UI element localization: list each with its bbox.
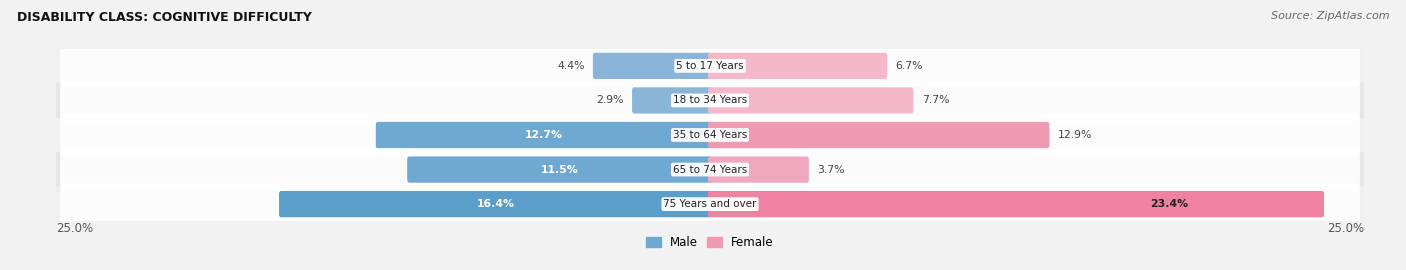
Bar <box>56 83 1364 118</box>
Text: 5 to 17 Years: 5 to 17 Years <box>676 61 744 71</box>
Text: 25.0%: 25.0% <box>56 222 93 235</box>
Text: 7.7%: 7.7% <box>922 95 949 106</box>
FancyBboxPatch shape <box>375 122 711 148</box>
FancyBboxPatch shape <box>709 122 1049 148</box>
FancyBboxPatch shape <box>408 156 711 183</box>
FancyBboxPatch shape <box>709 191 1324 217</box>
Text: 23.4%: 23.4% <box>1150 199 1188 209</box>
FancyBboxPatch shape <box>593 53 711 79</box>
Bar <box>56 187 1364 221</box>
Bar <box>56 152 1364 187</box>
FancyBboxPatch shape <box>60 149 1360 190</box>
Text: 25.0%: 25.0% <box>1327 222 1364 235</box>
FancyBboxPatch shape <box>709 87 914 114</box>
Text: 75 Years and over: 75 Years and over <box>664 199 756 209</box>
Text: 3.7%: 3.7% <box>817 164 845 175</box>
Text: 18 to 34 Years: 18 to 34 Years <box>673 95 747 106</box>
FancyBboxPatch shape <box>278 191 711 217</box>
FancyBboxPatch shape <box>60 80 1360 121</box>
FancyBboxPatch shape <box>60 114 1360 156</box>
Text: 12.7%: 12.7% <box>524 130 562 140</box>
Text: 4.4%: 4.4% <box>557 61 585 71</box>
Text: Source: ZipAtlas.com: Source: ZipAtlas.com <box>1271 11 1389 21</box>
Bar <box>56 118 1364 152</box>
FancyBboxPatch shape <box>709 53 887 79</box>
Text: 35 to 64 Years: 35 to 64 Years <box>673 130 747 140</box>
Text: 6.7%: 6.7% <box>896 61 924 71</box>
Text: 65 to 74 Years: 65 to 74 Years <box>673 164 747 175</box>
Text: 11.5%: 11.5% <box>541 164 578 175</box>
Legend: Male, Female: Male, Female <box>641 231 779 254</box>
FancyBboxPatch shape <box>633 87 711 114</box>
Bar <box>56 49 1364 83</box>
Text: 12.9%: 12.9% <box>1057 130 1092 140</box>
FancyBboxPatch shape <box>60 45 1360 87</box>
FancyBboxPatch shape <box>60 183 1360 225</box>
FancyBboxPatch shape <box>709 156 808 183</box>
Text: 2.9%: 2.9% <box>596 95 624 106</box>
Text: DISABILITY CLASS: COGNITIVE DIFFICULTY: DISABILITY CLASS: COGNITIVE DIFFICULTY <box>17 11 312 24</box>
Text: 16.4%: 16.4% <box>477 199 515 209</box>
